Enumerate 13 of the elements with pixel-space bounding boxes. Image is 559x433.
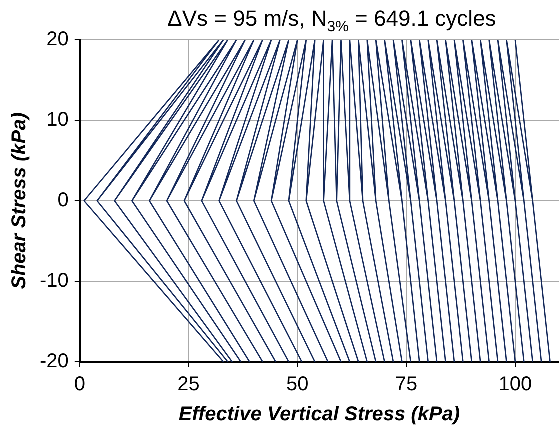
y-tick-label: 0 bbox=[58, 190, 69, 212]
x-tick-label: 75 bbox=[395, 374, 418, 396]
x-tick-label: 50 bbox=[286, 374, 309, 396]
x-tick-label: 25 bbox=[178, 374, 200, 396]
y-tick-label: -20 bbox=[40, 350, 69, 373]
x-axis-title: Effective Vertical Stress (kPa) bbox=[178, 404, 460, 426]
y-tick-label: 20 bbox=[46, 28, 69, 51]
y-tick-label: -10 bbox=[40, 270, 69, 292]
y-axis-title: Shear Stress (kPa) bbox=[8, 112, 31, 290]
x-tick-label: 100 bbox=[498, 374, 532, 396]
y-tick-label: 10 bbox=[46, 109, 69, 132]
chart-title: ΔVs = 95 m/s, N$_{3%}$ = 649.1 cycles bbox=[166, 6, 498, 36]
x-tick-label: 0 bbox=[74, 374, 86, 396]
